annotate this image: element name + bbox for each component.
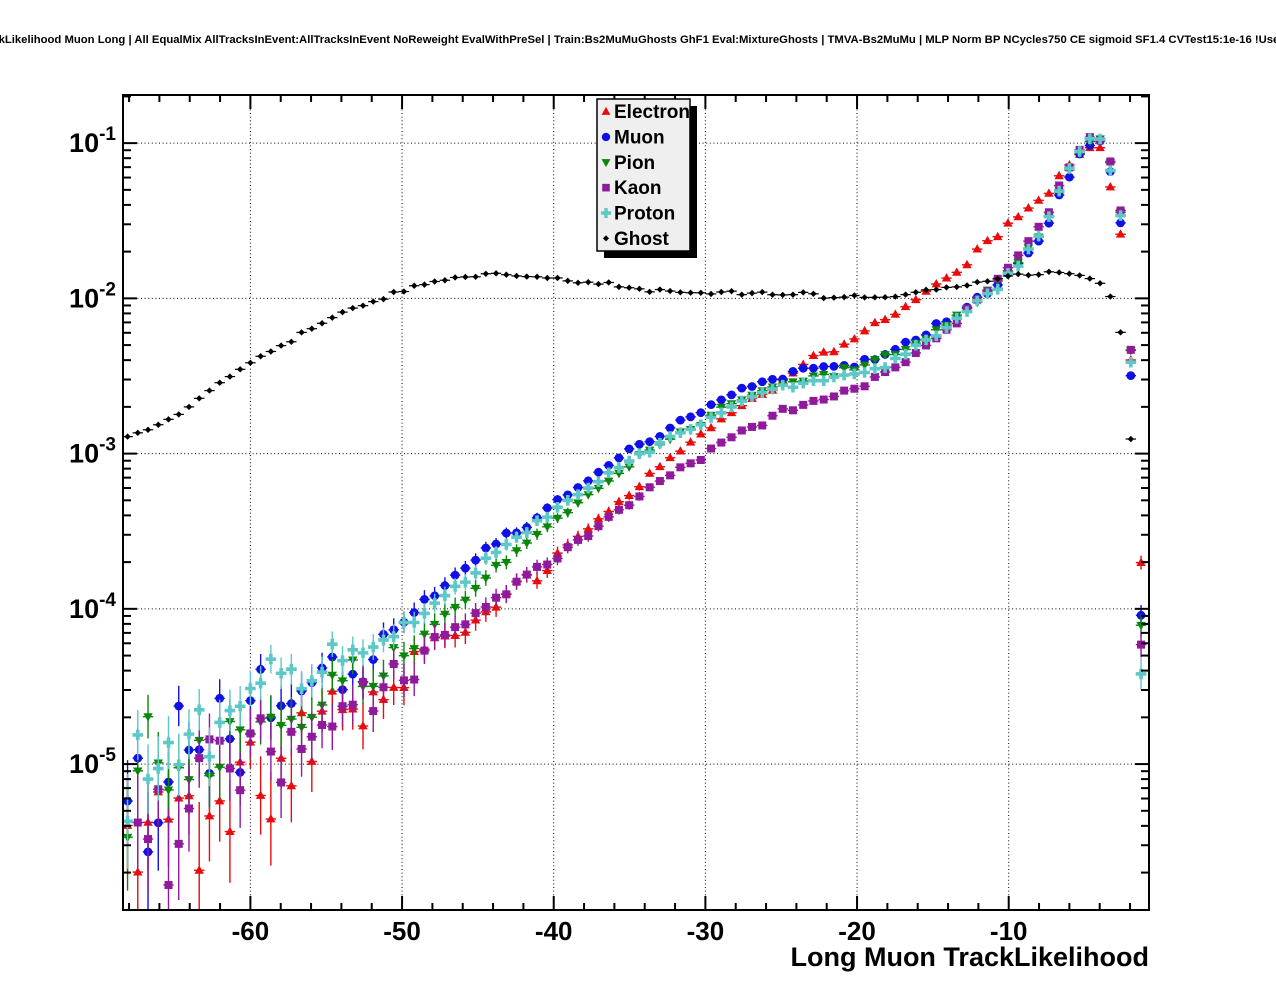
y-tick-label: 10-4 [69, 590, 116, 624]
x-tick-label: -40 [535, 916, 573, 946]
legend-label: Muon [614, 128, 665, 149]
ghost-marker-icon [602, 235, 610, 242]
plot-title: TrackLikelihood Muon Long | All EqualMix… [0, 34, 1276, 46]
proton-marker-icon [600, 207, 612, 219]
series-layer [123, 133, 1147, 910]
legend-label: Pion [614, 153, 655, 174]
series-proton [123, 133, 1147, 869]
legend-item-muon: Muon [601, 128, 665, 149]
y-tick-label: 10-1 [69, 124, 116, 158]
y-tick-label: 10-5 [69, 745, 116, 779]
legend-item-electron: Electron [601, 102, 690, 123]
legend-label: Electron [614, 102, 690, 123]
legend-label: Kaon [614, 178, 662, 199]
x-axis-title: Long Muon TrackLikelihood [790, 942, 1149, 972]
legend: Electron Muon Pion Kaon Proton Ghost [596, 98, 697, 258]
series-ghost [123, 268, 1137, 443]
legend-label: Ghost [614, 229, 670, 250]
y-tick-label: 10-3 [69, 435, 116, 469]
legend-item-pion: Pion [601, 153, 655, 174]
kaon-marker-icon [602, 183, 610, 192]
legend-label: Proton [614, 204, 675, 225]
axes-frame [122, 94, 1150, 911]
pion-marker-icon [601, 159, 611, 168]
muon-marker-icon [601, 132, 611, 142]
series-electron [123, 142, 1147, 910]
y-tick-label: 10-2 [69, 279, 116, 313]
legend-item-kaon: Kaon [602, 178, 662, 199]
legend-box [596, 98, 691, 252]
x-tick-label: -60 [232, 916, 270, 946]
legend-item-ghost: Ghost [602, 229, 670, 250]
x-tick-label: -30 [687, 916, 725, 946]
x-tick-label: -20 [838, 916, 876, 946]
electron-marker-icon [601, 106, 611, 115]
axis-tick-labels: 10-1 10-2 10-3 10-4 10-5 -60 -50 -40 -30 -20 -10 [69, 124, 1027, 946]
x-tick-label: -50 [383, 916, 421, 946]
gridlines [123, 95, 1149, 910]
legend-item-proton: Proton [600, 204, 675, 225]
x-tick-label: -10 [990, 916, 1028, 946]
